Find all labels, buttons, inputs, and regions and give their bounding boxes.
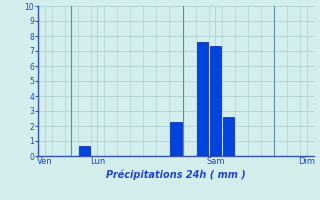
Bar	[171, 121, 181, 156]
Bar	[79, 146, 90, 156]
Bar	[196, 42, 208, 156]
Bar	[223, 117, 234, 156]
X-axis label: Précipitations 24h ( mm ): Précipitations 24h ( mm )	[106, 169, 246, 180]
Bar	[210, 46, 221, 156]
